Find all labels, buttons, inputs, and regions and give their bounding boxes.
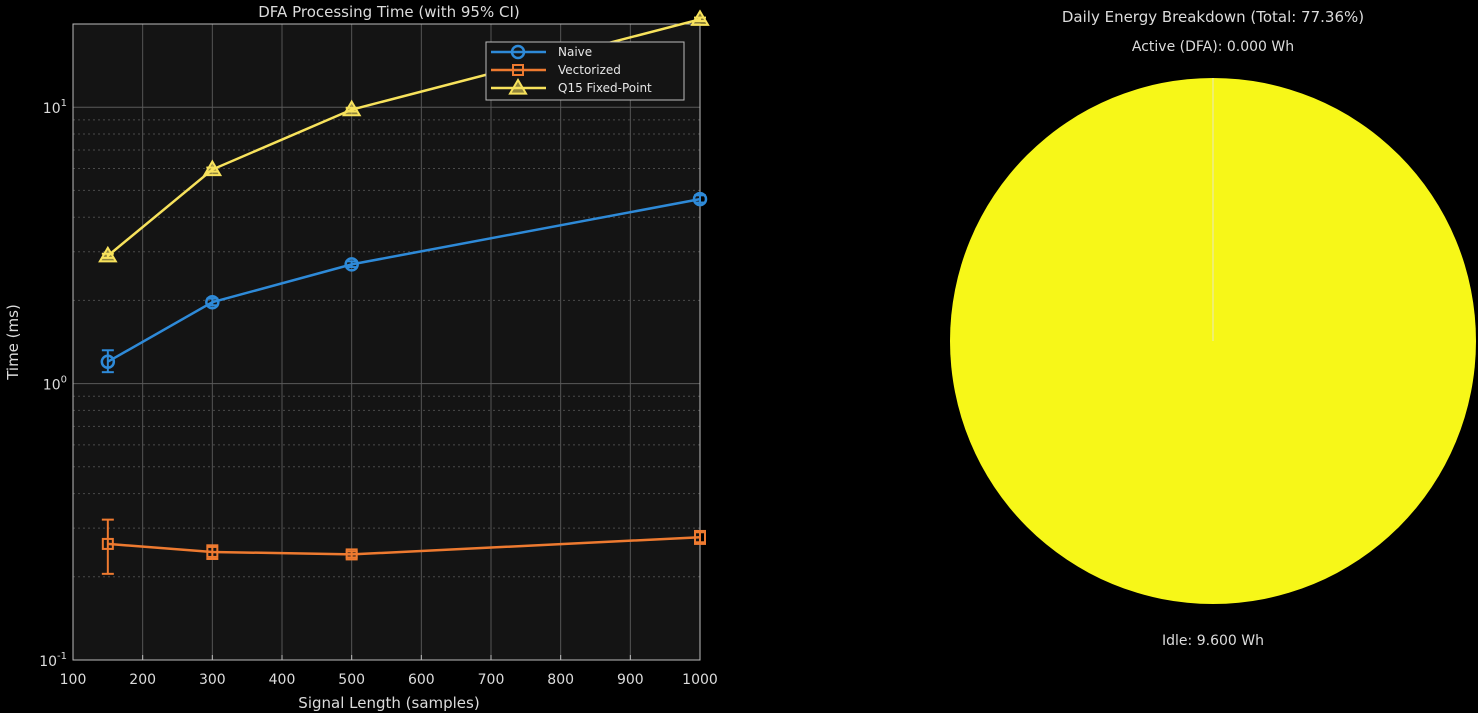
point-marker: [512, 64, 524, 76]
x-tick-label: 100: [60, 672, 87, 688]
pie-label-active: Active (DFA): 0.000 Wh: [1132, 39, 1294, 55]
x-tick-label: 600: [408, 672, 435, 688]
legend-label: Q15 Fixed-Point: [558, 81, 652, 95]
energy-pie-chart: Daily Energy Breakdown (Total: 77.36%) A…: [950, 8, 1476, 649]
x-tick-label: 700: [478, 672, 505, 688]
y-tick-label: 101: [43, 98, 67, 117]
point-marker: [101, 537, 114, 550]
legend-entry: Vectorized: [491, 63, 621, 77]
series-line: [107, 536, 701, 556]
x-tick-label: 400: [269, 672, 296, 688]
x-tick-label: 500: [338, 672, 365, 688]
pie: [950, 78, 1476, 604]
x-axis-label: Signal Length (samples): [298, 694, 479, 712]
grid: [73, 24, 700, 660]
point-marker: [508, 78, 528, 95]
point-marker: [510, 44, 526, 60]
series-naive: [100, 191, 708, 374]
x-tick-label: 800: [547, 672, 574, 688]
point-marker: [690, 9, 710, 26]
point-marker: [344, 257, 359, 272]
point-marker: [205, 294, 220, 310]
y-axis-ticks: 10-1 100 101: [39, 98, 67, 670]
series-line: [107, 197, 701, 363]
legend-label: Naive: [558, 45, 592, 59]
point-marker: [345, 548, 358, 561]
series-vectorized: [101, 518, 706, 575]
point-marker: [202, 159, 223, 177]
legend-entry: Q15 Fixed-Point: [491, 78, 652, 95]
x-tick-label: 300: [199, 672, 226, 688]
point-marker: [694, 531, 706, 544]
y-axis-label: Time (ms): [4, 304, 22, 381]
plot-frame: [72, 23, 701, 661]
point-marker: [100, 354, 116, 369]
x-tick-label: 900: [617, 672, 644, 688]
x-tick-label: 1000: [682, 672, 718, 688]
point-marker: [98, 245, 118, 263]
point-marker: [341, 99, 362, 117]
point-marker: [692, 191, 708, 207]
pie-label-idle: Idle: 9.600 Wh: [1162, 633, 1264, 649]
point-marker: [206, 545, 219, 558]
y-tick-label: 10-1: [39, 651, 67, 670]
legend-entry: Naive: [491, 44, 592, 60]
chart-title: DFA Processing Time (with 95% CI): [258, 3, 519, 21]
legend-label: Vectorized: [558, 63, 621, 77]
series-layer: [98, 9, 710, 575]
processing-time-chart: 100 200 300 400 500 600 700 800 900 1000 10-11001…: [4, 3, 718, 712]
x-tick-label: 200: [129, 672, 156, 688]
legend: Naive Vectorized Q15 Fixed-Point: [485, 41, 685, 101]
y-tick-label: 100: [43, 375, 67, 394]
pie-title: Daily Energy Breakdown (Total: 77.36%): [1062, 8, 1364, 26]
plot-area: [73, 24, 700, 660]
x-axis-ticks: 100 200 300 400 500 600 700 800 900 1000: [60, 655, 718, 688]
